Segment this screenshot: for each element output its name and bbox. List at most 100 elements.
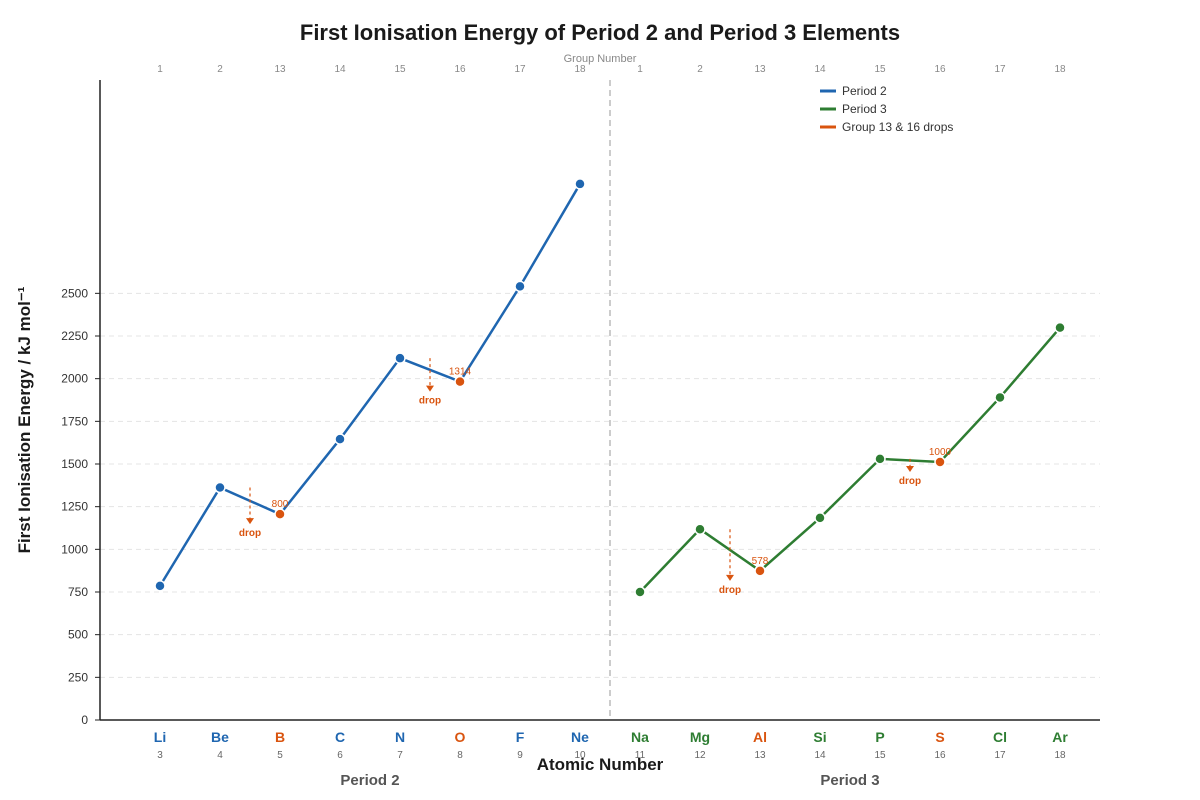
data-point-f [514, 280, 526, 293]
y-tick-label: 2250 [61, 329, 88, 343]
y-axis-title: First Ionisation Energy / kJ mol⁻¹ [15, 286, 34, 553]
y-tick-label: 250 [68, 670, 88, 684]
element-symbol-label: Al [753, 729, 767, 745]
element-symbol-label: Li [154, 729, 166, 745]
group-number-label: 15 [874, 64, 886, 75]
group-number-label: 14 [334, 64, 346, 75]
group-number-label: 14 [814, 64, 826, 75]
data-point-b [274, 508, 286, 520]
element-symbol-label: Mg [690, 729, 710, 745]
drop-arrowhead [246, 518, 254, 525]
group-number-ticks: 1 2 13 14 15 16 17 18 1 2 13 14 15 16 17 18 [157, 64, 1066, 75]
element-symbol-label: Ar [1052, 729, 1068, 745]
drop-label: drop [899, 476, 921, 487]
atomic-number-label: 14 [814, 750, 826, 761]
element-symbol-label: C [335, 729, 345, 745]
chart-title: First Ionisation Energy of Period 2 and … [300, 20, 900, 45]
group-number-label: 16 [934, 64, 946, 75]
top-axis-title: Group Number [564, 53, 637, 65]
y-tick-label: 0 [81, 713, 88, 727]
atomic-number-label: 6 [337, 750, 343, 761]
atomic-number-label: 12 [694, 750, 706, 761]
group-number-label: 15 [394, 64, 406, 75]
atomic-number-label: 16 [934, 750, 946, 761]
group-number-label: 16 [454, 64, 466, 75]
series-line-2 [158, 183, 582, 587]
data-point-li [154, 580, 166, 592]
group-number-label: 13 [274, 64, 286, 75]
drop-arrowhead [726, 574, 734, 581]
data-point-mg [694, 523, 706, 535]
y-tick-label: 1000 [61, 542, 88, 556]
group-number-label: 17 [514, 64, 526, 75]
period-3-label: Period 3 [820, 772, 879, 789]
group-number-label: 18 [1054, 64, 1066, 75]
element-symbol-label: N [395, 729, 405, 745]
drop-value-label: 578 [752, 556, 769, 567]
group-number-label: 1 [157, 64, 163, 75]
element-symbol-label: Ne [571, 729, 589, 745]
data-point-ne [574, 178, 586, 190]
legend-entry: Period 2 [842, 84, 887, 98]
element-symbol-label: Be [211, 729, 229, 745]
data-point-si [814, 512, 826, 524]
y-tick-label: 750 [68, 585, 88, 599]
x-axis-title: Atomic Number [537, 755, 664, 774]
drop-label: drop [239, 528, 261, 539]
atomic-number-label: 4 [217, 750, 223, 761]
legend: Period 2 Period 3 Group 13 & 16 drops [820, 84, 953, 134]
group-number-label: 1 [637, 64, 643, 75]
element-symbol-label: O [455, 729, 466, 745]
group-number-label: 13 [754, 64, 766, 75]
element-symbol-label: F [516, 729, 525, 745]
data-point-ar [1054, 321, 1066, 334]
element-labels: Li 3 Be 4 B 5 C 6 N 7 O 8 F 9 Ne 10 Na 11 Mg 12 Al 13 Si 14 P 15 S… [154, 729, 1069, 761]
legend-entry: Group 13 & 16 drops [842, 120, 953, 134]
atomic-number-label: 13 [754, 750, 766, 761]
y-tick-label: 500 [68, 628, 88, 642]
group-number-label: 2 [697, 64, 703, 75]
element-symbol-label: Na [631, 729, 649, 745]
y-tick-label: 2500 [61, 286, 88, 300]
atomic-number-label: 17 [994, 750, 1006, 761]
data-point-n [394, 352, 406, 364]
atomic-number-label: 15 [874, 750, 886, 761]
drop-value-label: 800 [272, 499, 289, 510]
element-symbol-label: B [275, 729, 285, 745]
drop-label: drop [719, 585, 741, 596]
element-symbol-label: P [875, 729, 884, 745]
y-axis-ticks: 0 250 500 750 1000 1250 1500 1750 2000 2250 2500 [61, 286, 100, 727]
atomic-number-label: 3 [157, 750, 163, 761]
drop-arrowhead [906, 465, 914, 472]
data-point-be [214, 481, 226, 494]
atomic-number-label: 18 [1054, 750, 1066, 761]
data-point-na [634, 586, 646, 598]
y-tick-label: 1500 [61, 457, 88, 471]
y-tick-label: 2000 [61, 372, 88, 386]
atomic-number-label: 10 [574, 750, 586, 761]
atomic-number-label: 11 [635, 750, 646, 761]
series-line-3 [639, 326, 1061, 593]
grid-lines [100, 292, 1100, 678]
drop-arrowhead [426, 385, 434, 392]
atomic-number-label: 5 [277, 750, 283, 761]
data-point-cl [994, 391, 1006, 404]
series-layer: drop 800 drop 1314 drop 578 drop 1000 [154, 178, 1066, 598]
legend-entry: Period 3 [842, 102, 887, 116]
data-point-o [454, 375, 466, 388]
group-number-label: 2 [217, 64, 223, 75]
atomic-number-label: 7 [397, 750, 403, 761]
data-point-al [754, 565, 766, 577]
element-symbol-label: Si [813, 729, 826, 745]
element-symbol-label: S [935, 729, 944, 745]
y-tick-label: 1750 [61, 414, 88, 428]
drop-label: drop [419, 396, 441, 407]
data-point-p [874, 453, 886, 465]
group-number-label: 17 [994, 64, 1006, 75]
element-symbol-label: Cl [993, 729, 1007, 745]
group-number-label: 18 [574, 64, 586, 75]
y-tick-label: 1250 [61, 500, 88, 514]
drop-value-label: 1314 [449, 367, 472, 378]
atomic-number-label: 9 [517, 750, 523, 761]
